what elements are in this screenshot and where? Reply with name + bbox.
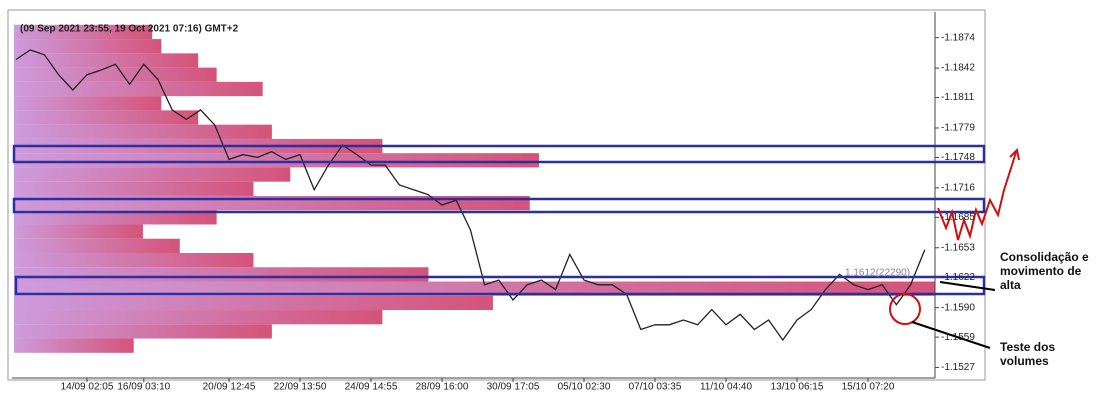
x-tick-label: 22/09 13:50 bbox=[274, 382, 327, 393]
highlight-circle bbox=[889, 293, 921, 325]
zone-box bbox=[12, 197, 986, 214]
volume-bar bbox=[14, 167, 291, 182]
y-tick-label: -1.1685 bbox=[941, 212, 975, 223]
x-tick-label: 30/09 17:05 bbox=[487, 382, 540, 393]
y-tick-label: -1.1653 bbox=[941, 242, 975, 253]
y-tick-label: -1.1559 bbox=[941, 332, 975, 343]
volume-bar bbox=[14, 281, 935, 296]
volume-bar bbox=[14, 324, 272, 339]
projection-arrow bbox=[937, 151, 1017, 241]
x-tick-label: 20/09 12:45 bbox=[203, 382, 256, 393]
pointer-line bbox=[939, 281, 996, 291]
y-tick-label: -1.1527 bbox=[941, 362, 975, 373]
zone-box bbox=[12, 144, 986, 164]
zones bbox=[12, 144, 986, 296]
x-tick-label: 16/09 03:10 bbox=[117, 382, 170, 393]
volume-bar bbox=[14, 81, 263, 97]
annotation: Consolidação e movimento de alta bbox=[1000, 250, 1089, 292]
x-tick-label: 05/10 02:30 bbox=[558, 382, 611, 393]
volume-bar bbox=[14, 153, 539, 168]
y-tick-label: -1.1779 bbox=[941, 123, 975, 134]
volume-bar bbox=[14, 53, 199, 68]
x-tick-label: 14/09 02:05 bbox=[61, 382, 114, 393]
volume-bar bbox=[14, 310, 383, 325]
volume-bar bbox=[14, 124, 272, 139]
y-tick-label: -1.1811 bbox=[941, 92, 975, 103]
y-tick-label: -1.1590 bbox=[941, 302, 975, 313]
x-tick-label: 11/10 04:40 bbox=[700, 382, 753, 393]
y-tick-label: -1.1842 bbox=[941, 63, 975, 74]
volume-bar bbox=[14, 295, 493, 311]
level-label: 1.1612(22290) bbox=[845, 268, 910, 279]
pointer-line bbox=[911, 321, 991, 349]
volume-bar bbox=[14, 210, 217, 225]
volume-bar bbox=[14, 67, 217, 82]
y-tick-label: -1.1748 bbox=[941, 152, 975, 163]
frame bbox=[7, 9, 986, 381]
x-tick-label: 13/10 06:15 bbox=[771, 382, 824, 393]
volume-bar bbox=[14, 96, 162, 111]
volume-bar bbox=[14, 39, 162, 54]
volume-bar bbox=[14, 238, 180, 253]
volume-bar bbox=[14, 252, 254, 268]
price-line bbox=[15, 49, 926, 342]
volume-bar bbox=[14, 24, 153, 40]
volume-bar bbox=[14, 224, 143, 239]
arrow-head bbox=[1009, 147, 1020, 161]
volume-bar bbox=[14, 181, 254, 196]
x-tick-label: 15/10 07:20 bbox=[842, 382, 895, 393]
volume-bar bbox=[14, 338, 134, 353]
zone-box bbox=[14, 275, 986, 296]
x-tick-label: 07/10 03:35 bbox=[629, 382, 682, 393]
y-tick-label: -1.1716 bbox=[941, 183, 975, 194]
x-tick-label: 24/09 14:55 bbox=[345, 382, 398, 393]
x-tick-label: 28/09 16:00 bbox=[416, 382, 469, 393]
y-tick-label: -1.1622 bbox=[941, 272, 975, 283]
annotation: Teste dos volumes bbox=[1000, 340, 1056, 368]
volume-bar bbox=[14, 267, 429, 282]
chart-title: (09 Sep 2021 23:55, 19 Oct 2021 07:16) G… bbox=[20, 24, 239, 35]
y-tick-label: -1.1874 bbox=[941, 32, 975, 43]
volume-bar bbox=[14, 110, 199, 125]
